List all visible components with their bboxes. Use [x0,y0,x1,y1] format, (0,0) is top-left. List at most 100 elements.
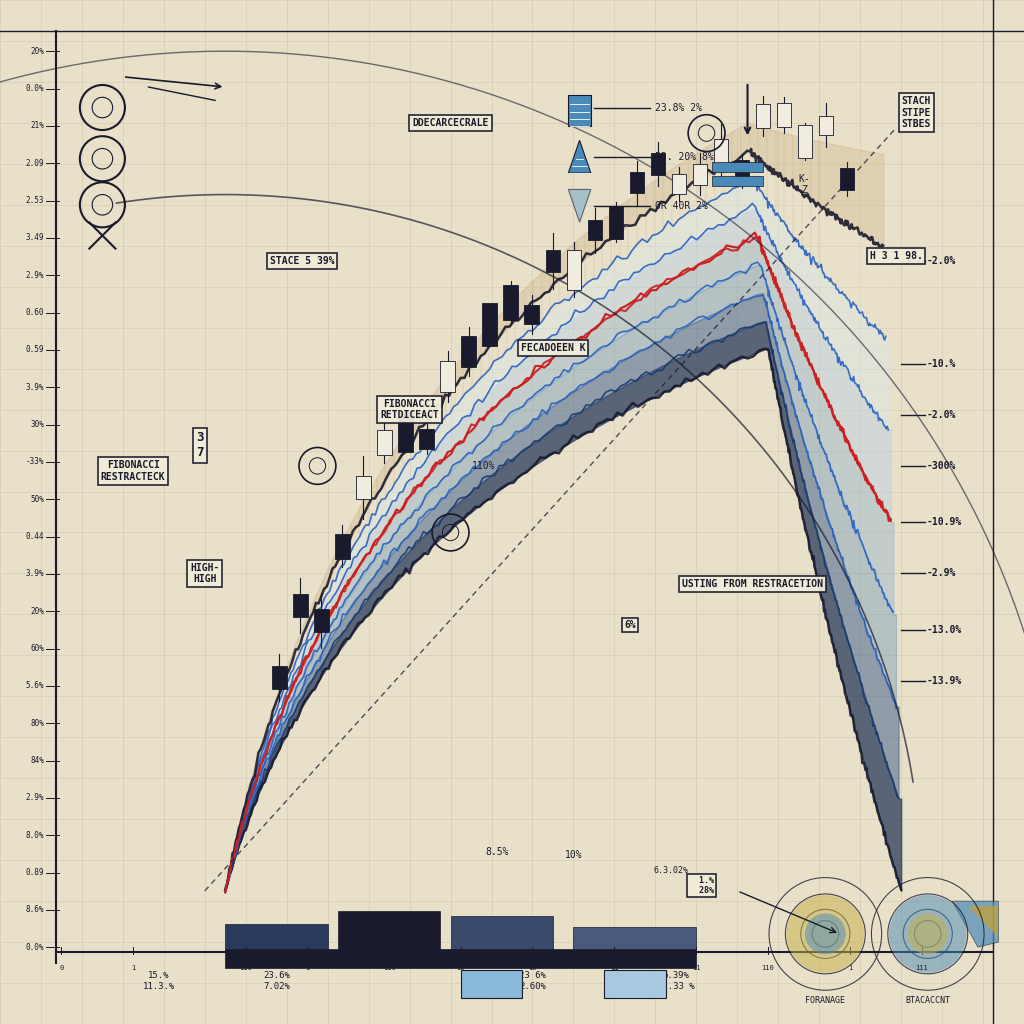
Text: 1.%
  28%: 1.% 28% [689,877,714,895]
Bar [462,336,476,368]
Bar [672,174,686,195]
Text: 20%: 20% [30,606,44,615]
Bar [650,154,665,175]
Text: -10.9%: -10.9% [927,517,962,527]
Circle shape [786,895,864,973]
Text: 110: 110 [762,965,774,971]
Bar [630,172,644,194]
Text: FECADOEEN K: FECADOEEN K [520,343,586,353]
Text: 23.8% 2%: 23.8% 2% [655,102,702,113]
Polygon shape [968,906,998,937]
Text: FORANAGE: FORANAGE [805,996,846,1005]
Text: 15.%
11.3.%: 15.% 11.3.% [142,972,175,990]
Bar [482,303,497,346]
Bar [714,139,728,167]
Text: 0.59: 0.59 [26,345,44,354]
Bar [588,220,602,241]
Text: STACH
STIPE
STBES: STACH STIPE STBES [902,96,931,129]
Bar [566,250,581,290]
Bar [225,924,328,952]
Text: 0.44: 0.44 [26,532,44,541]
Text: -13.9%: -13.9% [927,676,962,686]
Text: HIGH-
HIGH: HIGH- HIGH [190,562,219,585]
Bar [314,609,329,632]
Text: USTING FROM RESTRACETION: USTING FROM RESTRACETION [682,579,823,589]
Bar [546,250,560,272]
Text: 5.6%: 5.6% [26,681,44,690]
Bar [356,476,371,499]
Polygon shape [568,189,591,222]
Text: 110: 110 [383,965,395,971]
Bar [272,666,287,689]
Text: 8.5%: 8.5% [485,847,508,857]
Text: 23 6%
2.60%: 23 6% 2.60% [519,972,546,990]
Bar [461,970,522,998]
Text: 53. 20% 8%: 53. 20% 8% [655,152,714,162]
Text: -2.0%: -2.0% [927,410,956,420]
Bar [440,361,455,392]
Text: 30%: 30% [30,420,44,429]
Polygon shape [952,901,998,947]
Text: 50%: 50% [30,495,44,504]
Circle shape [889,895,967,973]
Text: 10: 10 [528,965,537,971]
Text: 6.39%
61.33 %: 6.39% 61.33 % [657,972,694,990]
Bar [225,949,696,968]
Text: 84%: 84% [30,756,44,765]
Text: -300%: -300% [927,461,956,471]
Text: 0: 0 [59,965,63,971]
Bar [568,95,591,126]
Text: 23.6%
7.02%: 23.6% 7.02% [263,972,290,990]
Text: -2.0%: -2.0% [927,256,956,266]
Text: 11: 11 [692,965,700,971]
Bar [524,305,539,324]
Text: STACE 5 39%: STACE 5 39% [269,256,335,266]
Text: 3.9%: 3.9% [26,569,44,579]
Bar [712,162,763,172]
Text: 21%: 21% [30,122,44,130]
Text: 0.0%: 0.0% [26,84,44,93]
Text: 2.9%: 2.9% [26,794,44,803]
Text: 3
7: 3 7 [196,431,204,460]
Text: 2.9%: 2.9% [26,270,44,280]
Text: 0.60: 0.60 [26,308,44,317]
Text: 6.3.02%: 6.3.02% [653,866,688,874]
Text: 3.9%: 3.9% [26,383,44,392]
Text: 8.0%: 8.0% [26,830,44,840]
Text: 2.53: 2.53 [26,196,44,205]
Bar [692,164,707,185]
Text: 1: 1 [305,965,309,971]
Bar [335,534,349,559]
Bar [504,285,518,319]
Bar [293,594,307,616]
Text: 10: 10 [457,965,465,971]
Text: 110%: 110% [472,461,495,471]
Bar [712,176,763,186]
Bar [420,429,434,450]
Bar [398,410,413,453]
Bar [777,102,792,127]
Bar [451,916,553,952]
Circle shape [805,913,846,954]
Text: 1: 1 [848,965,852,971]
Bar [735,161,750,182]
Text: 0.89: 0.89 [26,868,44,877]
Text: 8.6%: 8.6% [26,905,44,914]
Text: BTACACCNT: BTACACCNT [905,996,950,1005]
Text: 1: 1 [131,965,135,971]
Bar [798,125,812,158]
Circle shape [907,913,948,954]
Bar [756,104,770,128]
Bar [377,430,391,455]
Text: -10.%: -10.% [927,358,956,369]
Text: FIBONACCI
RESTRACTECK: FIBONACCI RESTRACTECK [100,460,166,482]
Text: -2.9%: -2.9% [927,568,956,579]
Bar [819,116,834,134]
Text: 2.09: 2.09 [26,159,44,168]
Text: H 3 1 98.: H 3 1 98. [869,251,923,261]
Text: -33%: -33% [26,458,44,466]
Text: FIBONACCI
RETDICEACT: FIBONACCI RETDICEACT [380,398,439,421]
Text: -13.0%: -13.0% [927,625,962,635]
Bar [338,911,440,952]
Bar [840,168,854,190]
